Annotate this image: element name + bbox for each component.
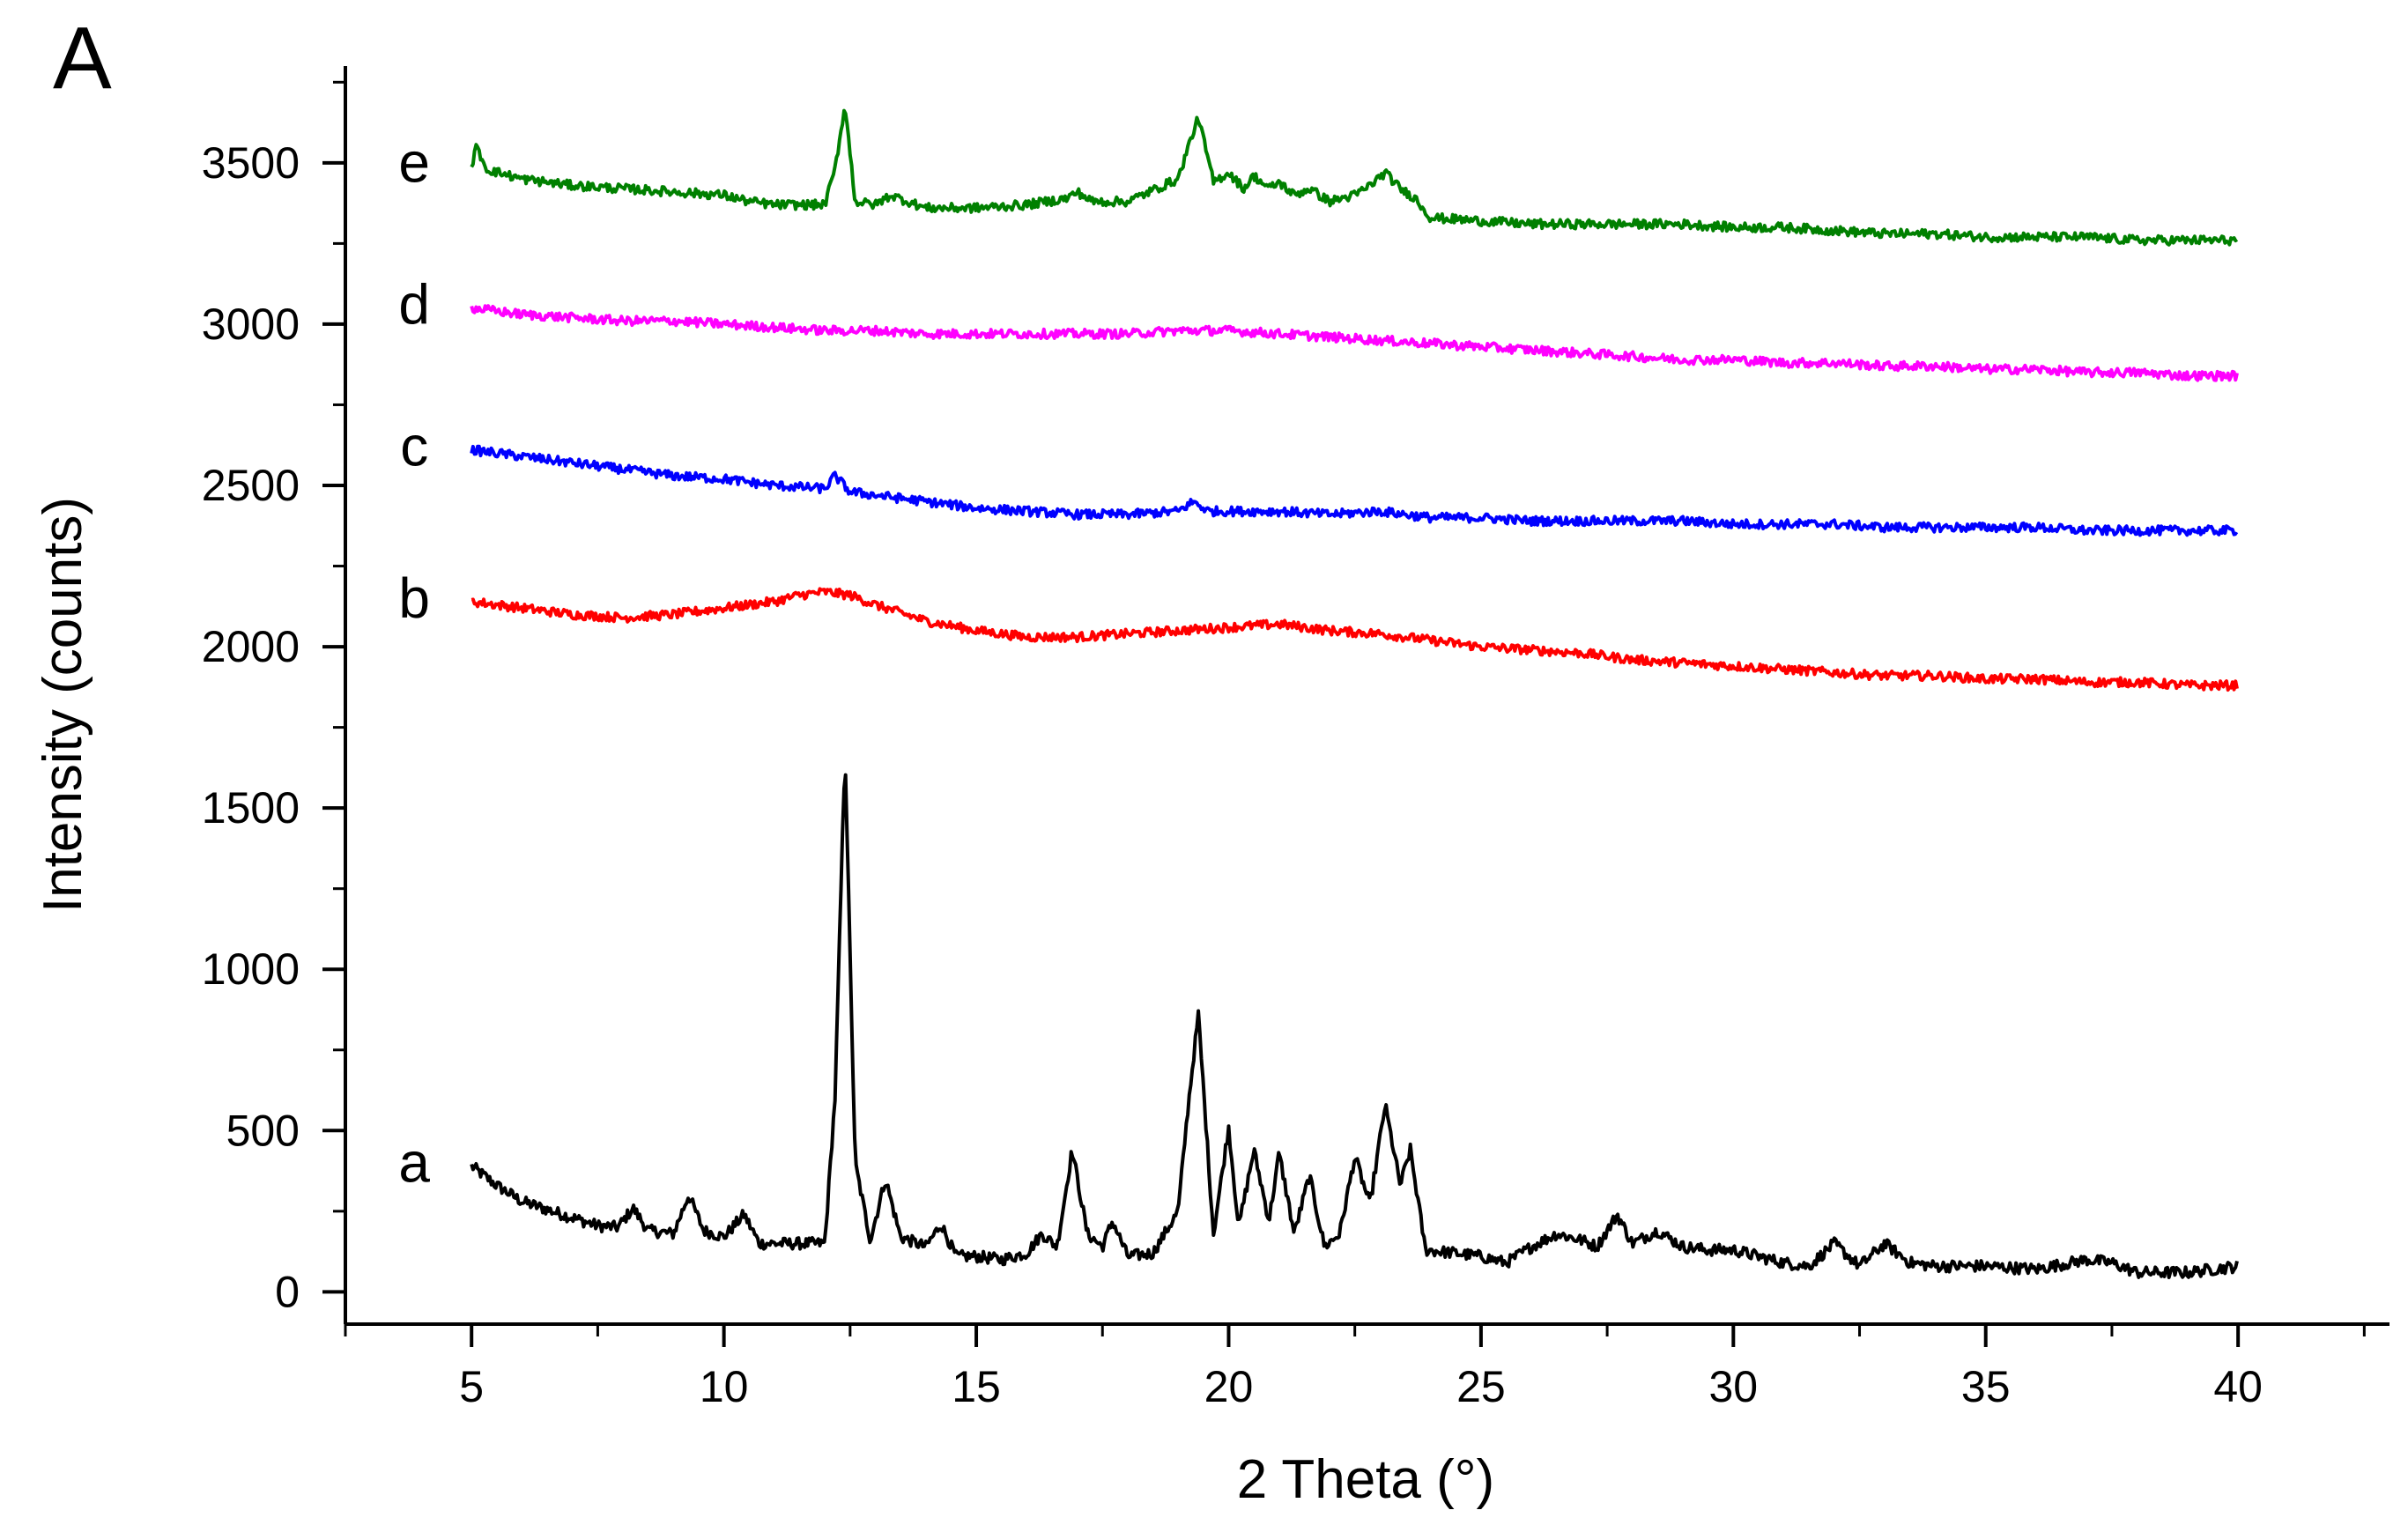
y-tick-label: 500 [226,1106,300,1155]
y-tick-label: 1000 [202,944,300,994]
x-axis-title: 2 Theta (°) [1237,1449,1494,1510]
series-b-line [470,587,2239,692]
series-d-label: d [398,273,430,337]
y-tick-label: 0 [275,1267,300,1316]
y-tick-label: 3500 [202,138,300,188]
series-e-line [470,108,2239,247]
axes: 5 10 15 20 25 30 35 40 0 500 1000 1500 2000 2500 3000 3… [202,66,2389,1411]
x-tick-label: 10 [700,1362,749,1411]
x-tick-label: 35 [1961,1362,2011,1411]
series-c-line [470,444,2239,537]
series-e-label: e [398,131,430,195]
x-tick-label: 20 [1204,1362,1254,1411]
x-tick-label: 40 [2213,1362,2263,1411]
y-tick-label: 1500 [202,783,300,833]
y-tick-label: 2500 [202,461,300,510]
y-tick-label: 3000 [202,300,300,349]
series-a-label: a [398,1131,430,1195]
y-tick-label: 2000 [202,622,300,671]
x-tick-label: 15 [952,1362,1001,1411]
series-a-line [470,773,2239,1279]
series-layer [470,108,2239,1279]
series-labels: a b c d e [398,131,430,1195]
series-c-label: c [400,415,428,478]
series-d-line [470,304,2239,382]
x-tick-label: 30 [1708,1362,1758,1411]
x-tick-label: 25 [1456,1362,1506,1411]
y-axis-title: Intensity (counts) [33,497,93,913]
panel-label: A [53,9,112,107]
series-b-label: b [398,566,430,630]
x-tick-label: 5 [459,1362,484,1411]
